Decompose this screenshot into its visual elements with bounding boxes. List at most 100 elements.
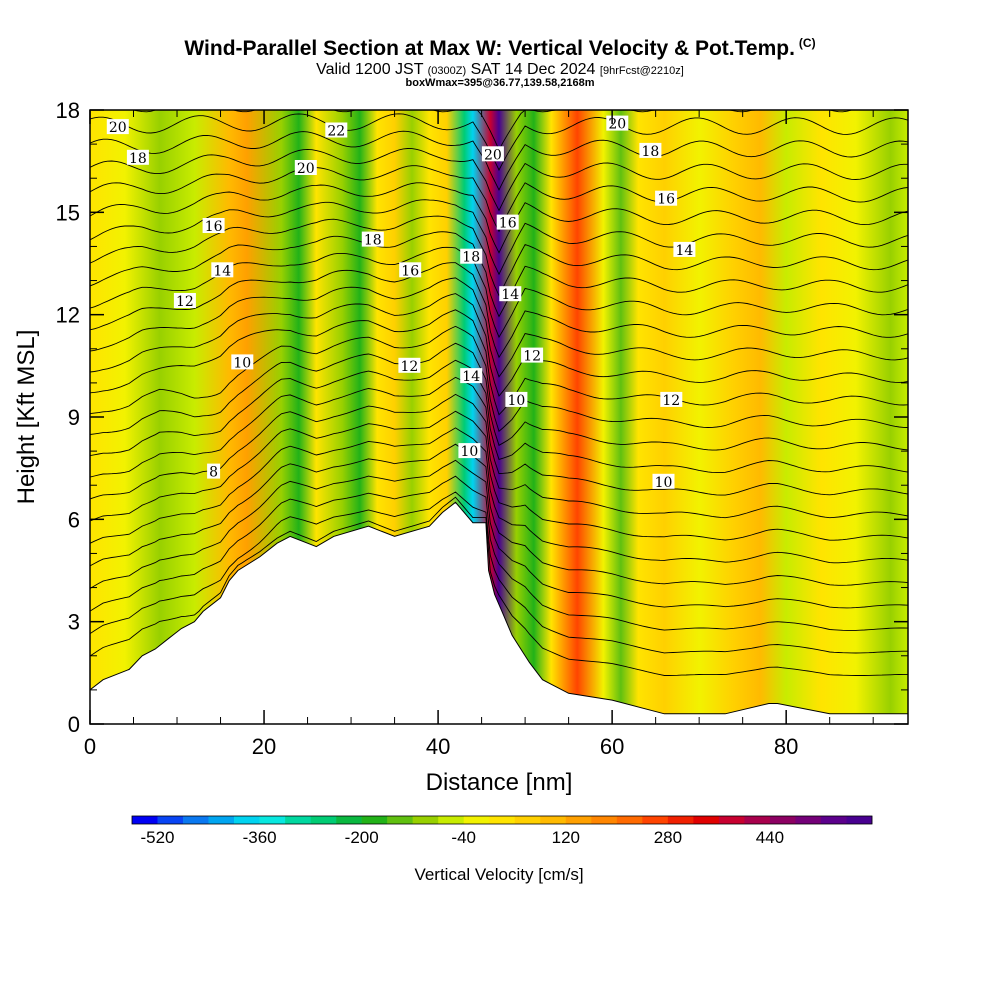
theta-contour-line <box>90 475 908 631</box>
y-tick-label: 6 <box>68 507 80 532</box>
colorbar-swatch <box>616 816 643 824</box>
contour-label-text: 14 <box>213 263 231 279</box>
contour-label: 20 <box>106 119 129 136</box>
colorbar-swatch <box>540 816 567 824</box>
contour-label-bg <box>294 160 317 175</box>
colorbar-swatch <box>285 816 311 824</box>
theta-contour-line <box>90 427 908 564</box>
contour-label: 18 <box>460 248 483 266</box>
contour-label: 18 <box>639 142 662 160</box>
colorbar-swatch <box>591 816 618 824</box>
contour-label: 18 <box>361 231 384 249</box>
contour-label-text: 12 <box>400 359 418 375</box>
colorbar-swatch <box>489 816 516 824</box>
colorbar-title: Vertical Velocity [cm/s] <box>414 865 583 884</box>
colorbar-swatch <box>769 816 796 824</box>
contour-label-bg <box>505 391 528 407</box>
colorbar-tick-label: -360 <box>243 828 277 847</box>
colorbar-swatch <box>310 816 337 824</box>
theta-contour-line <box>90 393 908 519</box>
contour-label: 14 <box>211 262 234 279</box>
contour-label: 10 <box>652 473 675 491</box>
theta-contour-line <box>90 182 908 254</box>
theta-contour-line <box>90 199 908 276</box>
contour-label: 16 <box>655 190 678 208</box>
colorbar-swatch <box>183 816 209 824</box>
contour-label-bg <box>325 122 348 138</box>
colorbar-swatch <box>846 816 873 824</box>
theta-contour-line <box>90 277 908 378</box>
contour-label: 12 <box>660 391 683 409</box>
y-axis-label: Height [Kft MSL] <box>13 330 40 505</box>
contour-labels: 2018222016141210818161220161814141210102… <box>106 115 696 491</box>
colorbar-swatch <box>820 816 847 824</box>
x-tick-label: 80 <box>774 734 798 759</box>
x-axis-label: Distance [nm] <box>426 769 573 796</box>
contour-label-text: 20 <box>109 120 127 136</box>
axis-ticks: 0 20 40 60 80 0 3 6 9 12 15 18 <box>56 98 908 759</box>
colorbar-swatch <box>565 816 592 824</box>
contour-label-text: 12 <box>176 294 194 310</box>
title-text: Wind-Parallel Section at Max W: Vertical… <box>184 37 795 60</box>
contour-label-text: 16 <box>657 192 675 208</box>
colorbar-swatch <box>361 816 388 824</box>
contour-label-text: 20 <box>608 117 626 133</box>
colorbar-swatch <box>208 816 235 824</box>
contour-label-text: 14 <box>675 243 693 259</box>
contour-label: 16 <box>202 218 225 235</box>
contour-label-text: 22 <box>327 124 345 140</box>
y-tick-label: 12 <box>56 303 80 328</box>
contour-label-text: 18 <box>462 250 480 266</box>
contour-label-text: 10 <box>655 475 673 491</box>
theta-contours <box>90 110 908 676</box>
contour-label-text: 18 <box>364 233 382 249</box>
contour-label-text: 10 <box>507 393 525 409</box>
contour-label: 16 <box>496 214 519 232</box>
theta-contour-line <box>90 410 908 541</box>
colorbar-tick-label: -200 <box>345 828 379 847</box>
contour-label-text: 16 <box>499 216 517 232</box>
valid-date: SAT 14 Dec 2024 <box>470 61 596 78</box>
colorbar-tick-label: 440 <box>756 828 784 847</box>
colorbar-swatch <box>157 816 184 824</box>
contour-label-text: 18 <box>641 144 659 160</box>
y-tick-label: 9 <box>68 405 80 430</box>
contour-label: 14 <box>499 286 522 303</box>
colorbar-swatch <box>642 816 669 824</box>
contour-label: 12 <box>521 347 544 365</box>
theta-contour-line <box>90 215 908 297</box>
theta-contour-line <box>90 443 908 586</box>
colorbar-swatch <box>259 816 286 824</box>
y-tick-label: 15 <box>56 200 80 225</box>
colorbar-swatch <box>795 816 822 824</box>
y-tick-label: 0 <box>68 712 80 737</box>
colorbar-swatch <box>693 816 720 824</box>
theta-contour-line <box>90 262 908 359</box>
contour-label-bg <box>399 262 422 278</box>
contour-label: 12 <box>398 357 421 375</box>
contour-label: 18 <box>126 149 149 167</box>
contour-label-text: 14 <box>462 369 480 385</box>
terrain <box>90 501 908 724</box>
theta-contour-line <box>90 148 908 212</box>
contour-label-bg <box>673 241 696 257</box>
contour-label-text: 10 <box>460 444 478 460</box>
theta-contour-line <box>90 309 908 416</box>
contour-label-text: 12 <box>523 349 541 365</box>
colorbar-swatch <box>336 816 362 824</box>
contour-label-bg <box>231 354 254 370</box>
x-tick-label: 0 <box>84 734 96 759</box>
y-tick-label: 3 <box>68 610 80 635</box>
contour-label-bg <box>481 146 504 162</box>
colorbar-swatch <box>132 816 158 824</box>
contour-label-text: 16 <box>401 263 419 279</box>
contour-label: 10 <box>458 443 481 460</box>
theta-contour-line <box>90 113 908 172</box>
contour-label: 8 <box>207 463 221 481</box>
y-tick-label: 18 <box>56 98 80 123</box>
colorbar-tick-label: -40 <box>451 828 476 847</box>
contour-label-text: 10 <box>233 355 251 371</box>
contour-label-bg <box>126 149 149 165</box>
colorbar-swatch <box>718 816 745 824</box>
